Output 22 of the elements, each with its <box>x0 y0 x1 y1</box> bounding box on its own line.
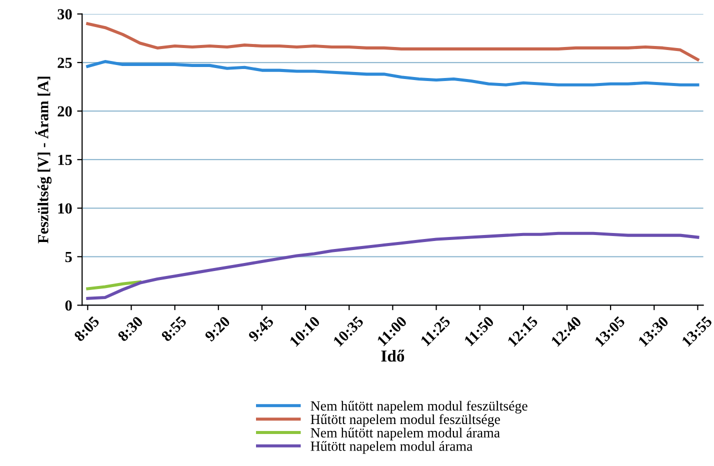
x-tick-label: 8:55 <box>160 316 188 342</box>
line-series <box>86 60 700 86</box>
line-series <box>86 280 142 290</box>
line-series <box>86 22 700 62</box>
y-axis-title: Feszültség [V] - Áram [A] <box>35 76 52 244</box>
legend-label: Hűtött napelem modul árama <box>310 441 472 454</box>
x-tick-label: 9:20 <box>204 316 231 342</box>
x-axis-title: Idő <box>381 350 404 362</box>
line-series <box>86 232 700 300</box>
legend-label: Hűtött napelem modul feszültsége <box>310 414 500 427</box>
y-tick-label: 25 <box>58 58 72 68</box>
legend-label: Nem hűtött napelem modul feszültsége <box>310 400 528 414</box>
y-tick-label: 5 <box>65 252 72 262</box>
y-tick-label: 0 <box>65 300 72 311</box>
legend-label: Nem hűtött napelem modul árama <box>310 428 500 440</box>
y-tick-label: 30 <box>58 9 72 20</box>
x-tick-label: 8:30 <box>117 316 144 342</box>
x-tick-label: 8:05 <box>74 316 100 342</box>
y-tick-label: 10 <box>58 203 72 214</box>
y-tick-label: 15 <box>58 154 72 166</box>
y-tick-label: 20 <box>58 106 72 117</box>
x-tick-label: 9:45 <box>248 316 274 342</box>
